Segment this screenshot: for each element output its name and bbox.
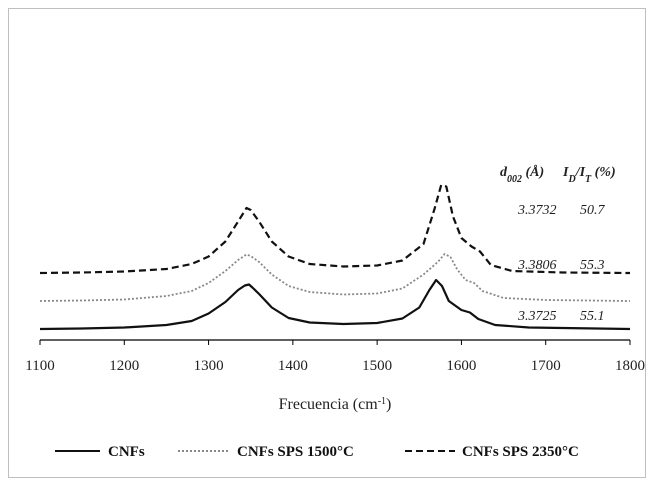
x-tick-label: 1500 [362,358,392,374]
header-i-sub2: T [585,174,592,185]
header-i-rest: (%) [591,165,616,180]
header-i-sub1: D [567,174,575,185]
annotation-i-row-1: 50.7 [580,203,606,218]
series-line-2 [39,253,631,302]
chart-frame [8,8,646,478]
legend-label-cnfs: CNFs [108,444,145,460]
annotation-d-row-3: 3.3725 [517,309,557,324]
x-axis-label-end: ) [386,396,391,413]
x-axis-label: Frecuencia (cm-1) [279,396,392,414]
legend-label-sps2350: CNFs SPS 2350°C [462,444,579,460]
x-tick-label: 1800 [615,358,645,374]
annotation-i-row-3: 55.1 [580,309,605,324]
header-d-sub: 002 [507,174,522,185]
x-axis-label-sup: -1 [378,396,386,407]
x-tick-group: 1100 1200 1300 1400 1500 1600 1700 1800 [25,340,645,374]
annotation-d-row-1: 3.3732 [517,203,557,218]
x-tick-label: 1100 [25,358,54,374]
x-tick-label: 1700 [531,358,561,374]
annotation-d-row-2: 3.3806 [517,258,557,273]
x-axis-label-main: Frecuencia (cm [279,396,379,413]
header-d-rest: (Å) [522,164,544,180]
header-d002: d002 (Å) [500,164,544,185]
legend-label-sps1500: CNFs SPS 1500°C [237,444,354,460]
annotation-i-row-2: 55.3 [580,258,605,273]
header-i: I [562,165,569,180]
header-id-it: ID/IT (%) [562,165,616,185]
header-d: d [500,165,508,180]
x-tick-label: 1600 [446,358,476,374]
x-tick-label: 1400 [278,358,308,374]
series-line-3 [39,183,631,275]
series-line-1 [39,278,631,331]
x-tick-label: 1200 [109,358,139,374]
legend: CNFs CNFs SPS 1500°C CNFs SPS 2350°C [55,444,579,460]
plot-lines [39,183,631,331]
x-tick-label: 1300 [194,358,224,374]
header-i-slash: /I [575,165,586,180]
